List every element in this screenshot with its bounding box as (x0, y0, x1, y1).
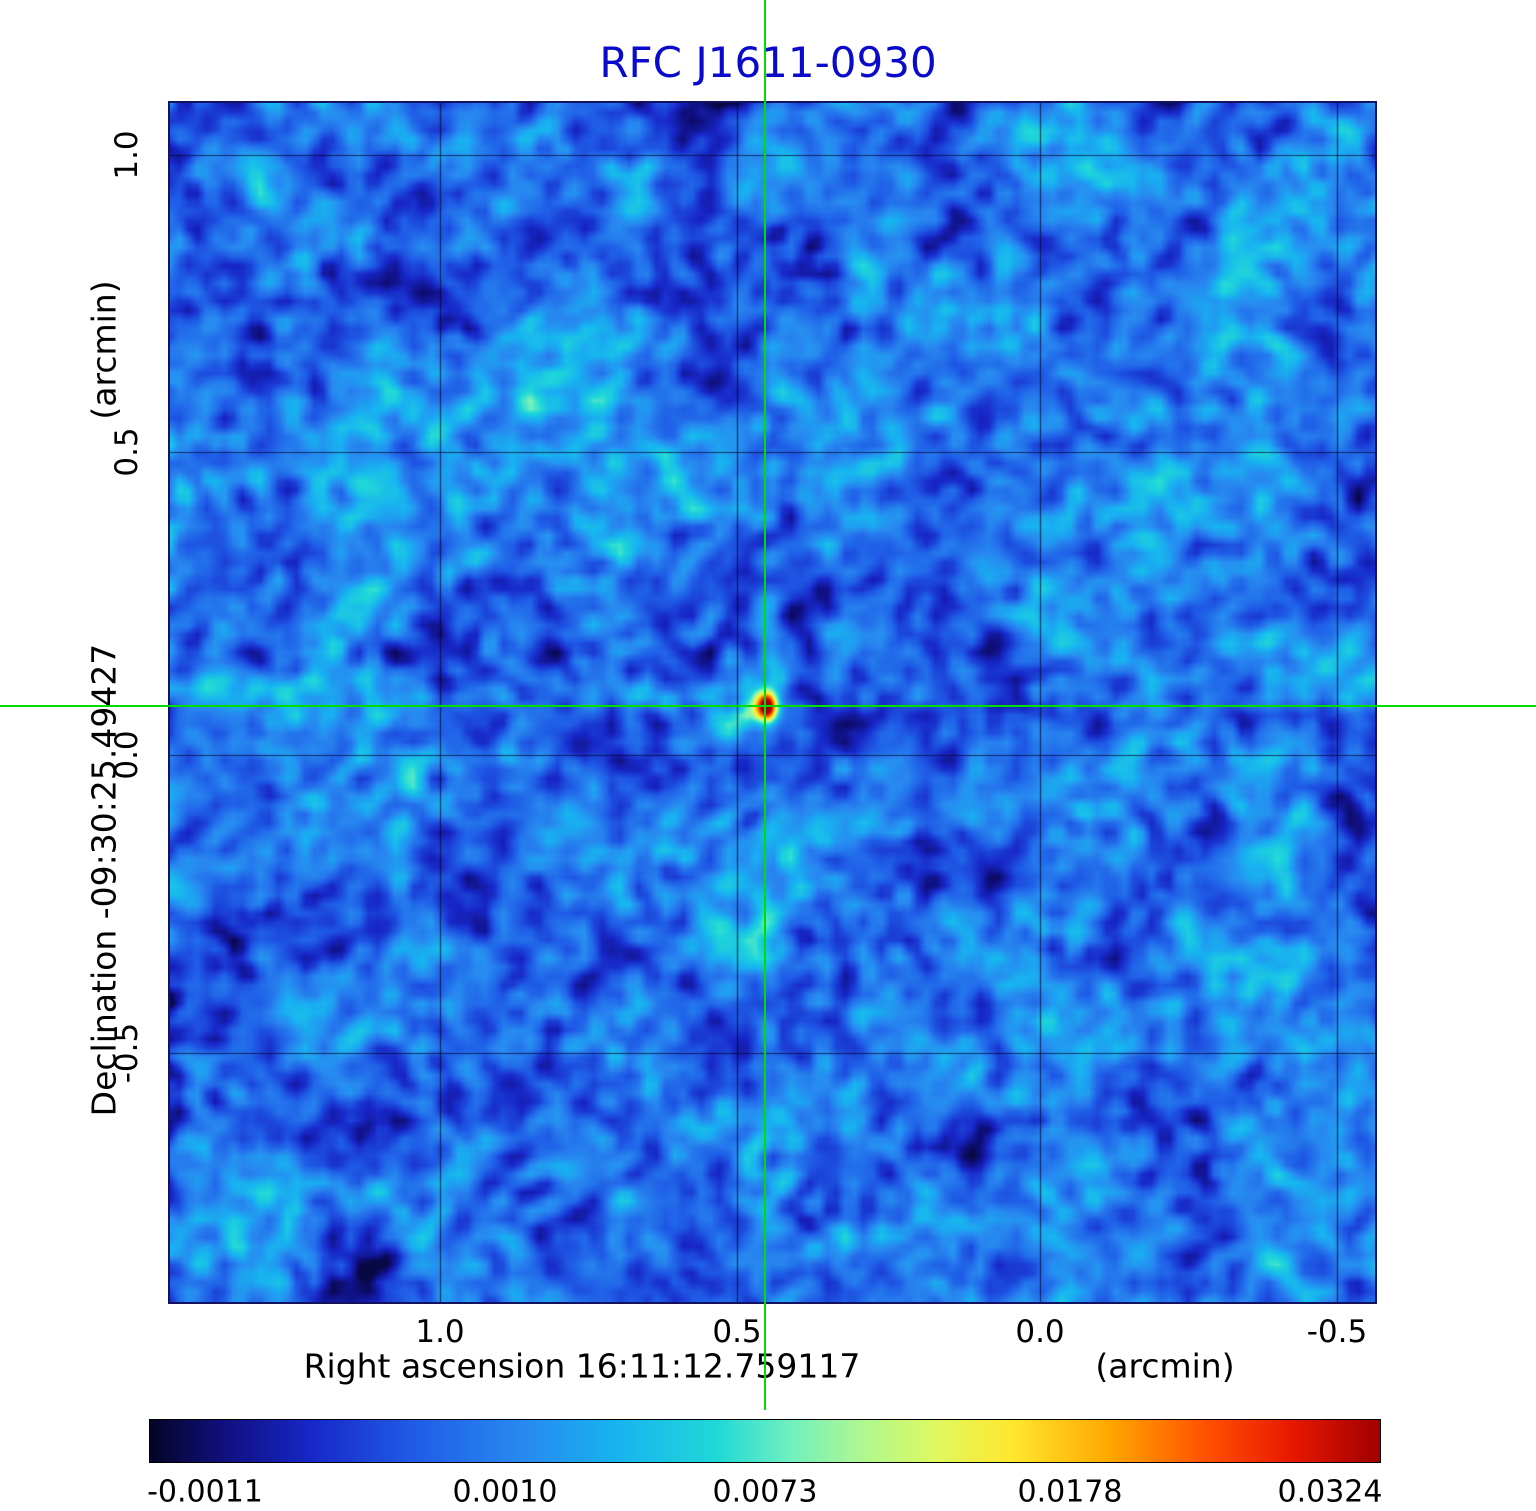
colorbar-tick-label: 0.0178 (1017, 1474, 1123, 1510)
colorbar-tick-label: 0.0010 (452, 1474, 558, 1510)
colorbar-tick-label: 0.0324 (1277, 1474, 1383, 1510)
x-tick-label: 1.0 (415, 1314, 465, 1350)
y-tick-label: 0.0 (109, 730, 145, 780)
x-tick-label: 0.5 (712, 1314, 762, 1350)
colorbar-tick-label: -0.0011 (147, 1474, 263, 1510)
x-axis-unit-label: (arcmin) (1095, 1346, 1235, 1386)
y-tick-label: -0.5 (109, 1022, 145, 1084)
colorbar-tick-label: 0.0073 (712, 1474, 818, 1510)
y-tick-label: 1.0 (109, 130, 145, 180)
x-tick-label: -0.5 (1306, 1314, 1368, 1350)
x-axis-label: Right ascension 16:11:12.759117 (303, 1346, 861, 1386)
y-axis-unit-label: (arcmin) (84, 280, 124, 420)
figure-title: RFC J1611-0930 (599, 38, 937, 87)
sky-map-canvas (168, 101, 1377, 1304)
crosshair-horizontal-line (0, 705, 1536, 707)
x-tick-label: 0.0 (1015, 1314, 1065, 1350)
colorbar-gradient (149, 1419, 1381, 1463)
y-tick-label: 0.5 (109, 427, 145, 477)
